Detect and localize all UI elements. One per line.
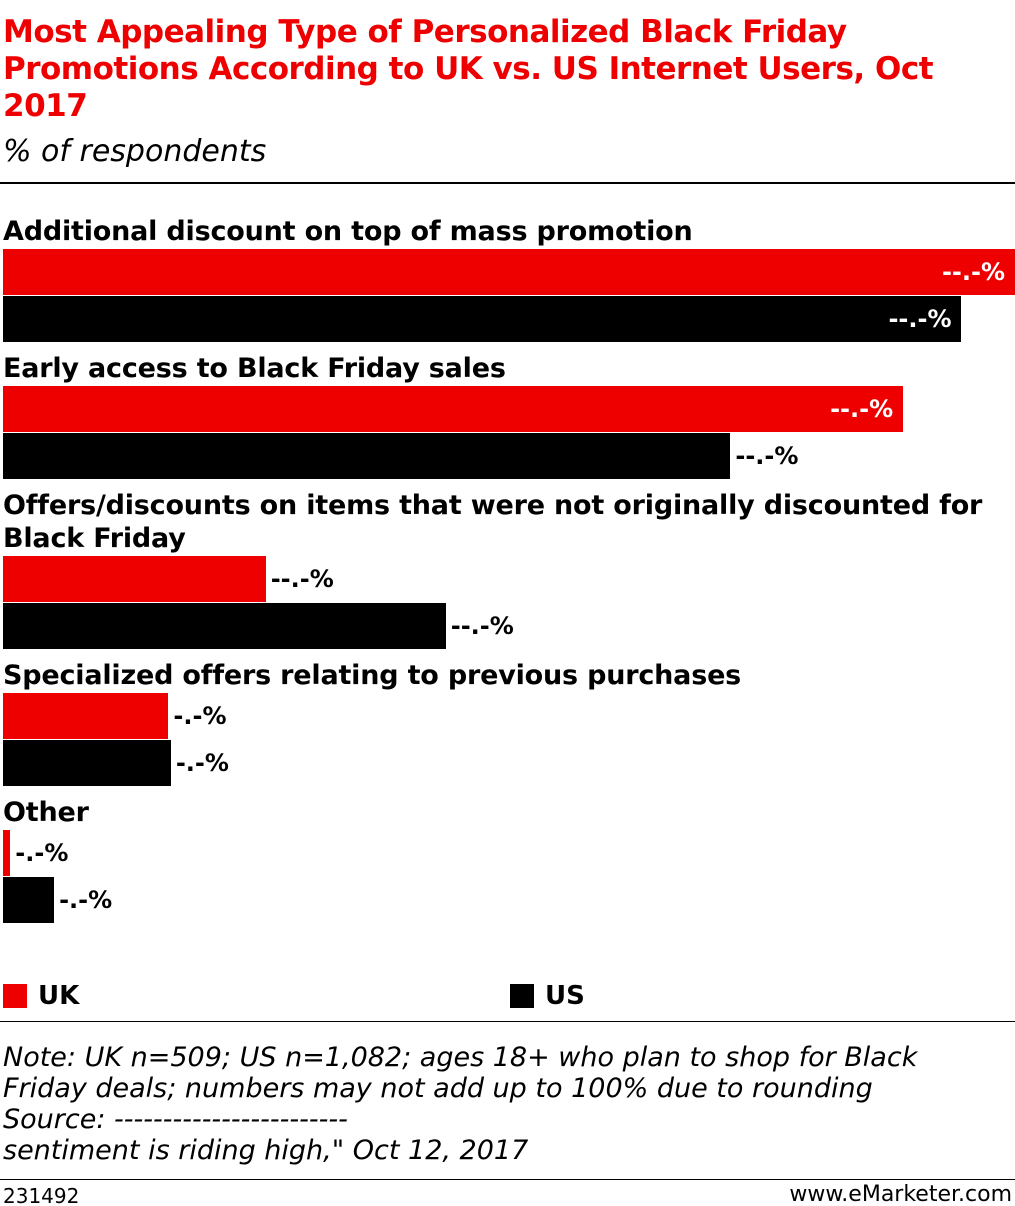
bar — [3, 249, 1015, 295]
bar-row: -.-% — [0, 877, 1015, 923]
bar-row: --.-% — [0, 556, 1015, 602]
category-label: Additional discount on top of mass promo… — [3, 216, 693, 247]
bar — [3, 830, 11, 876]
bar — [3, 433, 731, 479]
value-label: --.-% — [270, 565, 334, 593]
category-label: Other — [3, 797, 89, 828]
bar-row: -.-% — [0, 830, 1015, 876]
site: www.eMarketer.com — [789, 1182, 1012, 1206]
plot: Additional discount on top of mass promo… — [0, 205, 1015, 923]
category-label: Offers/discounts on items that were not … — [3, 490, 983, 554]
divider — [0, 1021, 1015, 1022]
chart-subtitle: % of respondents — [3, 134, 267, 169]
divider — [0, 1179, 1015, 1180]
bar-row: --.-% — [0, 603, 1015, 649]
bar — [3, 877, 55, 923]
bar-row: --.-% — [0, 433, 1015, 479]
value-label: -.-% — [175, 749, 229, 777]
bar — [3, 740, 171, 786]
chart-id: 231492 — [3, 1184, 80, 1206]
legend-swatch — [510, 984, 534, 1008]
value-label: --.-% — [888, 305, 952, 333]
bar — [3, 693, 169, 739]
legend-label: UK — [38, 981, 80, 1011]
bar — [3, 556, 266, 602]
category-label: Early access to Black Friday sales — [3, 353, 506, 384]
bar-row: --.-% — [0, 249, 1015, 295]
bar-row: --.-% — [0, 386, 1015, 432]
note: Note: UK n=509; US n=1,082; ages 18+ who… — [3, 1042, 918, 1104]
value-label: --.-% — [450, 612, 514, 640]
bar — [3, 296, 962, 342]
bar — [3, 603, 446, 649]
bar-row: --.-% — [0, 296, 1015, 342]
bar — [3, 386, 904, 432]
notes: Note: UK n=509; US n=1,082; ages 18+ who… — [3, 1042, 1003, 1166]
legend-swatch — [3, 984, 27, 1008]
value-label: -.-% — [15, 839, 69, 867]
note: Source: ------------------------ — [3, 1104, 348, 1135]
bar-row: -.-% — [0, 740, 1015, 786]
chart-title: Most Appealing Type of Personalized Blac… — [3, 14, 934, 124]
legend-label: US — [545, 981, 585, 1011]
value-label: --.-% — [941, 258, 1005, 286]
note: sentiment is riding high," Oct 12, 2017 — [3, 1135, 529, 1166]
bar-row: -.-% — [0, 693, 1015, 739]
legend: UK US — [0, 978, 1015, 1014]
category-label: Specialized offers relating to previous … — [3, 660, 742, 691]
value-label: -.-% — [173, 702, 227, 730]
divider — [0, 182, 1015, 184]
value-label: --.-% — [830, 395, 894, 423]
value-label: --.-% — [735, 442, 799, 470]
value-label: -.-% — [59, 886, 113, 914]
